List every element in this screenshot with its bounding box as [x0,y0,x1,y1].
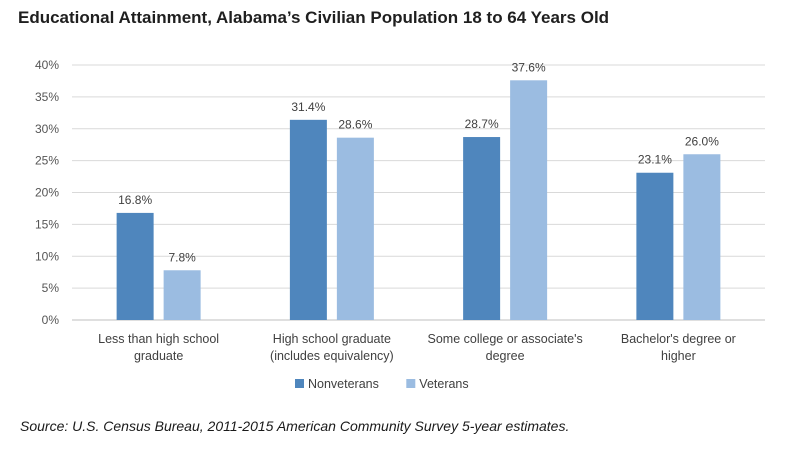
x-axis-categories: Less than high school graduate High school… [98,332,736,363]
y-tick-label: 10% [35,249,59,263]
data-label: 28.7% [465,117,499,131]
data-label: 23.1% [638,153,672,167]
category-label: degree [486,349,525,363]
bar-nonveterans [463,137,501,320]
data-label: 37.6% [512,60,546,74]
data-labels: 16.8% 7.8% 31.4% 28.6% 28.7% 37.6% 23.1% 26.0% [118,60,719,264]
data-label: 7.8% [168,250,196,264]
data-label: 26.0% [685,134,719,148]
y-tick-label: 5% [42,281,60,295]
bar-nonveterans [636,172,674,320]
bar-nonveterans [289,119,327,320]
legend-swatch-nonveterans [295,379,304,388]
bar-nonveterans [116,212,154,320]
bars [116,80,721,320]
category-label: High school graduate [273,332,391,346]
y-axis-ticks: 0% 5% 10% 15% 20% 25% 30% 35% 40% [35,58,59,327]
category-label: higher [661,349,696,363]
data-label: 28.6% [338,118,372,132]
bar-veterans [683,154,721,320]
y-tick-label: 15% [35,217,59,231]
y-tick-label: 40% [35,58,59,72]
legend: Nonveterans Veterans [295,377,469,391]
source-note: Source: U.S. Census Bureau, 2011-2015 Am… [20,418,570,434]
category-label: Less than high school [98,332,219,346]
y-tick-label: 25% [35,154,59,168]
y-tick-label: 0% [42,313,60,327]
chart-title: Educational Attainment, Alabama’s Civili… [18,8,610,27]
y-tick-label: 35% [35,90,59,104]
legend-swatch-veterans [406,379,416,388]
category-label: Bachelor's degree or [621,332,736,346]
bar-veterans [163,270,201,320]
y-tick-label: 20% [35,186,59,200]
y-tick-label: 30% [35,122,59,136]
category-label: Some college or associate's [428,332,583,346]
bar-veterans [510,80,548,320]
legend-label-nonveterans: Nonveterans [308,377,379,391]
legend-label-veterans: Veterans [419,377,468,391]
category-label: graduate [134,349,183,363]
bar-chart: 0% 5% 10% 15% 20% 25% 30% 35% 40% 16.8% 7.8% 31.4%… [35,58,765,391]
data-label: 31.4% [291,100,325,114]
data-label: 16.8% [118,193,152,207]
category-label: (includes equivalency) [270,349,394,363]
bar-veterans [336,137,374,320]
